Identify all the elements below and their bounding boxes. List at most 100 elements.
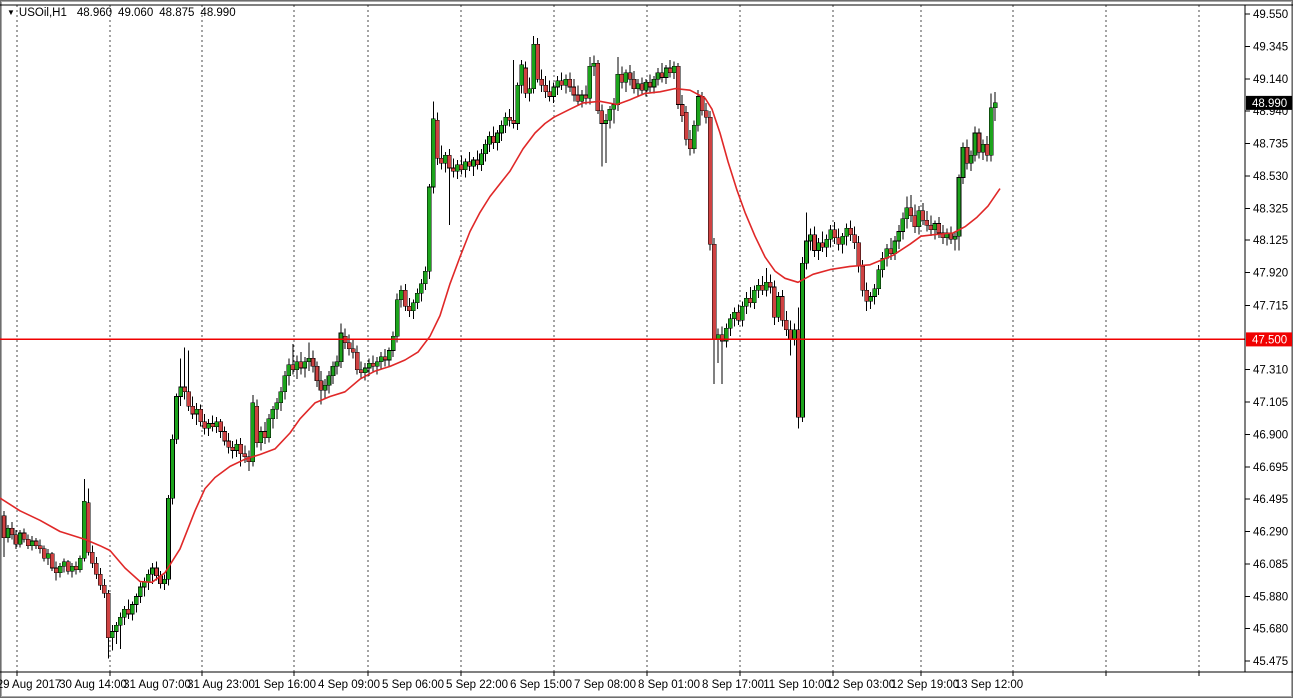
bull-candle: [824, 239, 829, 248]
bull-candle: [322, 385, 328, 391]
bear-candle: [89, 551, 95, 564]
bear-candle: [539, 78, 544, 86]
bull-candle: [398, 289, 404, 301]
horizontal-line-price-tag: 47.500: [1246, 332, 1292, 347]
bull-candle: [471, 159, 476, 167]
bear-candle: [639, 83, 645, 91]
bear-candle: [447, 154, 452, 169]
price-axis-label: 48.530: [1253, 171, 1288, 183]
bull-candle: [956, 177, 962, 237]
bull-candle: [278, 391, 284, 404]
bear-candle: [760, 285, 765, 291]
bear-candle: [459, 164, 464, 170]
bull-candle: [134, 596, 139, 605]
bull-candle: [427, 186, 432, 272]
time-axis-label: 8 Sep 17:00: [702, 679, 764, 691]
bull-candle: [952, 235, 958, 240]
bear-candle: [679, 104, 685, 116]
bull-candle: [130, 604, 135, 615]
bull-candle: [960, 147, 966, 178]
bear-candle: [402, 289, 408, 307]
bear-candle: [856, 242, 861, 267]
bull-candle: [988, 107, 994, 156]
bull-candle: [330, 366, 336, 377]
bear-candle: [358, 369, 364, 374]
bear-candle: [190, 405, 195, 415]
bull-candle: [756, 285, 761, 291]
bull-candle: [563, 78, 569, 86]
bear-candle: [631, 78, 637, 89]
bull-candle: [150, 567, 155, 575]
bull-candle: [880, 258, 886, 270]
bear-candle: [832, 229, 837, 239]
bear-candle: [262, 431, 268, 439]
time-axis-label: 31 Aug 23:00: [187, 679, 255, 691]
bear-candle: [683, 112, 689, 140]
bear-candle: [780, 296, 785, 321]
bull-candle: [455, 164, 460, 172]
symbol-timeframe-label: USOil,H1: [18, 7, 67, 19]
bull-candle: [362, 367, 368, 374]
bull-candle: [555, 80, 561, 88]
bear-candle: [984, 143, 990, 156]
bear-candle: [238, 443, 244, 454]
bear-candle: [435, 120, 440, 159]
bull-candle: [764, 281, 769, 291]
bull-candle: [431, 118, 436, 188]
bear-candle: [912, 215, 918, 227]
bear-candle: [936, 223, 942, 234]
bear-candle: [768, 281, 773, 288]
bear-candle: [73, 566, 79, 570]
bear-candle: [619, 74, 625, 83]
price-axis-label: 48.125: [1253, 235, 1288, 247]
bull-candle: [651, 78, 657, 88]
bull-candle: [579, 94, 585, 102]
bear-candle: [860, 266, 865, 291]
bull-candle: [194, 408, 199, 415]
bear-candle: [226, 440, 231, 448]
bear-candle: [575, 94, 581, 102]
bull-candle: [695, 96, 701, 126]
time-axis-label: 5 Sep 06:00: [382, 679, 444, 691]
bull-candle: [214, 421, 219, 427]
bear-candle: [21, 532, 27, 540]
bear-candle: [567, 78, 573, 88]
bear-candle: [13, 534, 19, 545]
bull-candle: [170, 439, 175, 499]
bull-candle: [114, 624, 119, 632]
bear-candle: [523, 67, 528, 94]
bull-candle: [483, 143, 488, 154]
bear-candle: [230, 447, 236, 451]
bear-candle: [346, 342, 352, 350]
price-axis-label: 49.345: [1253, 42, 1288, 54]
bear-candle: [543, 85, 548, 93]
bull-candle: [515, 85, 520, 124]
price-axis-label: 46.085: [1253, 559, 1288, 571]
bull-candle: [5, 527, 11, 539]
price-axis[interactable]: 49.55049.34549.14048.94048.73548.53048.3…: [1245, 9, 1288, 668]
bear-candle: [699, 96, 705, 112]
bull-candle: [174, 396, 179, 440]
low-value: 48.875: [159, 7, 195, 19]
time-axis-label: 7 Sep 08:00: [574, 679, 636, 691]
bear-candle: [49, 553, 55, 569]
bull-candle: [663, 67, 669, 78]
bear-candle: [852, 234, 857, 243]
price-axis-label: 45.880: [1253, 592, 1288, 604]
bear-candle: [33, 540, 39, 547]
bear-candle: [836, 237, 841, 245]
svg-text:47.500: 47.500: [1252, 334, 1287, 346]
bull-candle: [840, 235, 845, 245]
svg-text:48.990: 48.990: [1252, 98, 1287, 110]
bull-candle: [804, 240, 809, 264]
price-axis-label: 46.695: [1253, 462, 1288, 474]
bear-candle: [65, 561, 71, 572]
bear-candle: [547, 91, 553, 97]
bull-candle: [410, 302, 416, 312]
time-axis-label: 5 Sep 22:00: [446, 679, 508, 691]
bear-candle: [924, 220, 930, 226]
bull-candle: [980, 143, 986, 153]
